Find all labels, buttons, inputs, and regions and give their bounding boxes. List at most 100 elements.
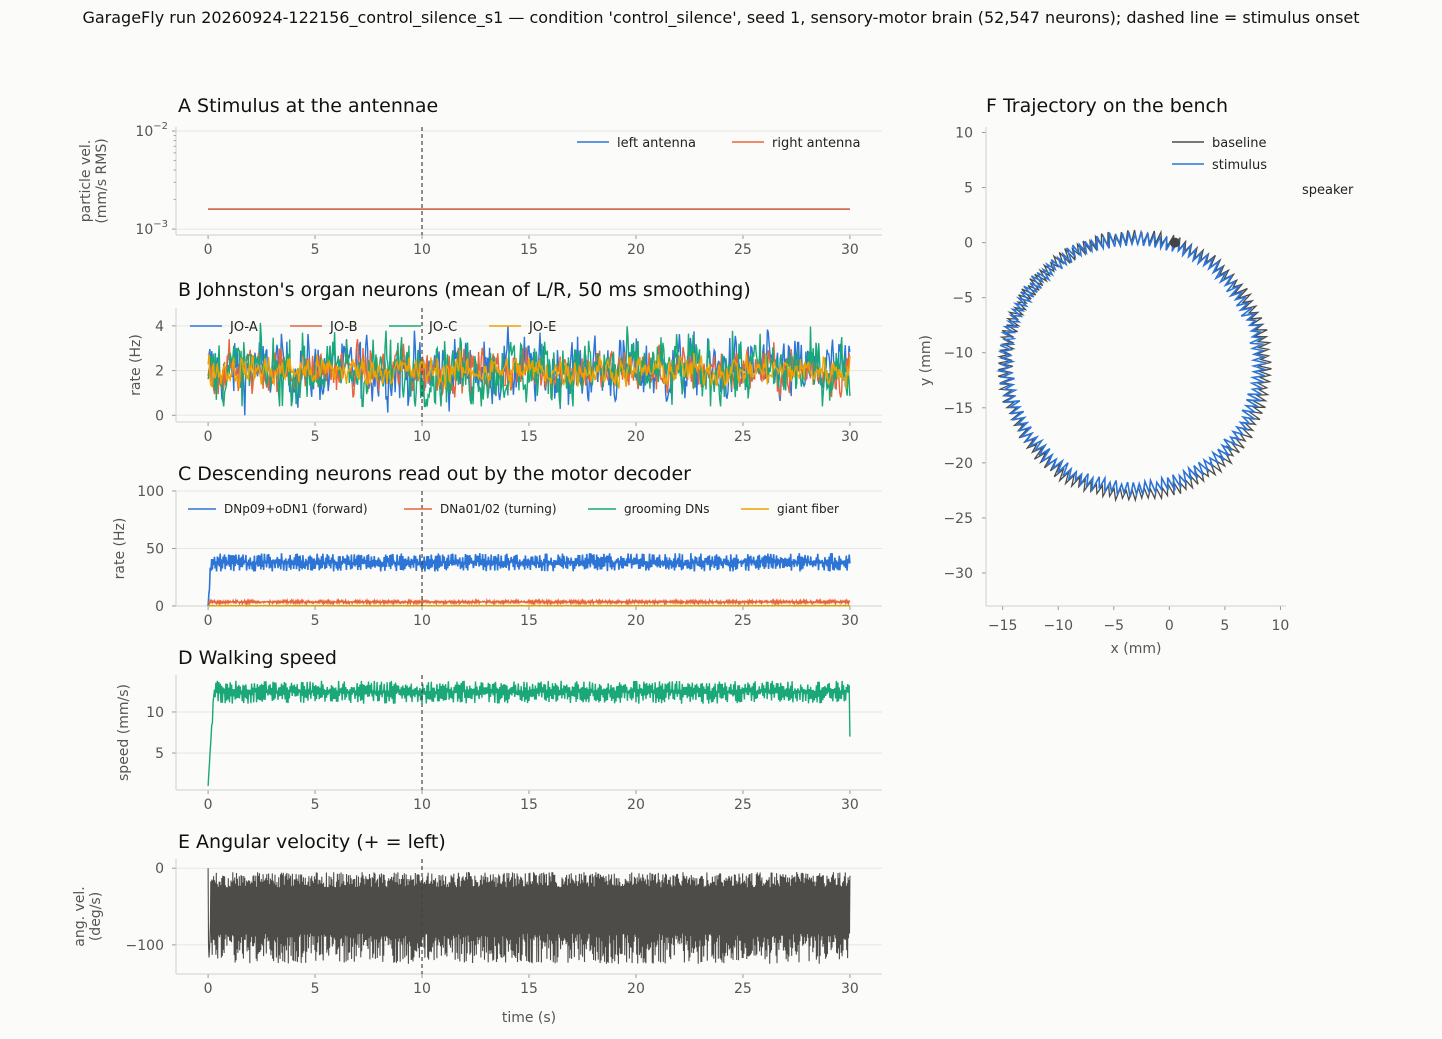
panel-title: F Trajectory on the bench: [986, 95, 1228, 117]
y-tick-label: 10−3: [135, 219, 168, 238]
y-tick-label: 0: [155, 408, 164, 424]
panel-title: E Angular velocity (+ = left): [178, 831, 446, 853]
y-axis-label: rate (Hz): [112, 518, 128, 580]
x-tick-label: 15: [520, 797, 538, 813]
y-tick-label: −25: [943, 511, 973, 527]
y-axis-label: ang. vel.(deg/s): [72, 886, 104, 946]
y-tick-label: 0: [964, 236, 973, 252]
legend-label: DNa01/02 (turning): [440, 502, 557, 516]
y-tick-label: 2: [155, 364, 164, 380]
y-tick-label: 0: [155, 599, 164, 615]
x-tick-label: 20: [627, 981, 645, 997]
y-tick-label: −10: [943, 346, 973, 362]
start-marker: [1169, 237, 1180, 248]
x-tick-label: 0: [204, 981, 213, 997]
x-tick-label: 25: [734, 429, 752, 445]
x-tick-label: 10: [413, 613, 431, 629]
x-tick-label: 15: [520, 429, 538, 445]
y-axis-label: rate (Hz): [128, 334, 144, 396]
x-tick-label: 10: [413, 242, 431, 258]
panel-a: A Stimulus at the antennae 10−2 10−3 0 5 10 15…: [78, 95, 882, 258]
x-tick-label: 5: [311, 613, 320, 629]
y-axis-label: y (mm): [918, 335, 934, 386]
x-tick-label: 10: [413, 797, 431, 813]
trajectory-line: [995, 231, 1268, 498]
y-tick-label: −5: [952, 291, 973, 307]
panel-c: C Descending neurons read out by the mot…: [112, 463, 882, 629]
x-axis-label: x (mm): [1111, 641, 1162, 657]
series-line: [207, 868, 851, 964]
panel-b: B Johnston's organ neurons (mean of L/R,…: [128, 279, 882, 445]
y-tick-label: 100: [137, 484, 164, 500]
y-tick-label: 0: [155, 861, 164, 877]
series-line: [207, 553, 851, 607]
x-tick-label: 0: [204, 613, 213, 629]
legend-label: JO-A: [229, 320, 258, 335]
x-tick-label: 15: [520, 613, 538, 629]
figure-suptitle: GarageFly run 20260924-122156_control_si…: [82, 8, 1360, 27]
x-tick-label: 10: [413, 981, 431, 997]
x-tick-label: 20: [627, 613, 645, 629]
x-tick-label: 30: [841, 429, 859, 445]
panel-d: D Walking speed 5 10 0 5 10 15 20 25 30 speed (mm/…: [116, 647, 882, 813]
legend: left antenna right antenna: [577, 136, 860, 151]
x-tick-label: 20: [627, 797, 645, 813]
series-line: [207, 680, 851, 786]
legend-label: JO-E: [528, 320, 556, 335]
x-tick-label: 15: [520, 242, 538, 258]
series-line: [207, 350, 851, 389]
y-tick-label: 10: [146, 705, 164, 721]
y-tick-label: 5: [155, 746, 164, 762]
legend-label: JO-B: [329, 320, 358, 335]
y-tick-label: 10−2: [135, 121, 168, 140]
x-tick-label: 0: [1165, 618, 1174, 634]
x-tick-label: 10: [1272, 618, 1290, 634]
x-tick-label: 30: [841, 981, 859, 997]
x-tick-label: 30: [841, 797, 859, 813]
x-tick-label: 30: [841, 613, 859, 629]
x-tick-label: 20: [627, 429, 645, 445]
x-tick-label: 5: [311, 981, 320, 997]
legend-label: stimulus: [1212, 158, 1267, 173]
y-tick-label: −20: [943, 456, 973, 472]
panel-title: A Stimulus at the antennae: [178, 95, 438, 117]
legend-label: DNp09+oDN1 (forward): [224, 502, 368, 516]
x-tick-label: 5: [1220, 618, 1229, 634]
x-axis-label: time (s): [502, 1010, 556, 1026]
x-tick-label: 0: [204, 429, 213, 445]
x-tick-label: −10: [1043, 618, 1073, 634]
legend-label: grooming DNs: [624, 502, 710, 516]
y-tick-label: −30: [943, 566, 973, 582]
panel-title: B Johnston's organ neurons (mean of L/R,…: [178, 279, 751, 301]
panel-title: D Walking speed: [178, 647, 337, 669]
legend: DNp09+oDN1 (forward) DNa01/02 (turning) gr…: [188, 502, 839, 516]
legend: JO-A JO-B JO-C JO-E: [190, 320, 556, 335]
y-axis-label: particle vel.(mm/s RMS): [78, 138, 110, 223]
x-tick-label: 15: [520, 981, 538, 997]
y-tick-label: 4: [155, 319, 164, 335]
panel-e: E Angular velocity (+ = left) 0 −100 0 5 10 15…: [72, 831, 882, 1026]
legend-label: giant fiber: [777, 502, 839, 516]
x-tick-label: 5: [311, 242, 320, 258]
x-tick-label: −5: [1103, 618, 1124, 634]
x-tick-label: 25: [734, 242, 752, 258]
series-line: [207, 597, 851, 607]
y-tick-label: −100: [126, 938, 164, 954]
y-tick-label: −15: [943, 401, 973, 417]
y-tick-label: 50: [146, 542, 164, 558]
y-tick-label: 5: [964, 181, 973, 197]
x-tick-label: 20: [627, 242, 645, 258]
y-tick-label: 10: [955, 126, 973, 142]
legend-label: baseline: [1212, 136, 1266, 151]
legend-label: JO-C: [428, 320, 457, 335]
y-axis-label: speed (mm/s): [116, 684, 132, 781]
panel-f: F Trajectory on the bench 10 5 0 −5 −10 −15 −20…: [918, 95, 1354, 657]
x-tick-label: 25: [734, 797, 752, 813]
x-tick-label: 25: [734, 613, 752, 629]
x-tick-label: 25: [734, 981, 752, 997]
legend: baseline stimulus: [1172, 136, 1267, 173]
x-tick-label: 5: [311, 797, 320, 813]
legend-label: right antenna: [772, 136, 860, 151]
x-tick-label: 5: [311, 429, 320, 445]
